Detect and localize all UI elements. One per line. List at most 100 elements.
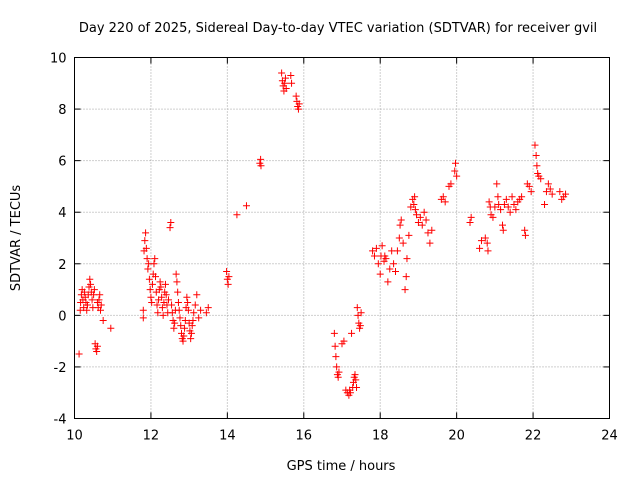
data-point xyxy=(399,239,407,247)
data-point xyxy=(180,332,188,340)
data-point xyxy=(193,291,201,299)
plot-frame xyxy=(74,57,610,419)
data-point xyxy=(384,278,392,286)
data-point xyxy=(144,265,152,273)
data-point xyxy=(183,293,191,301)
data-point xyxy=(170,324,178,332)
data-point xyxy=(508,193,516,201)
data-point xyxy=(142,244,150,252)
data-point xyxy=(167,219,175,227)
data-point xyxy=(187,335,195,343)
data-point xyxy=(93,342,101,350)
data-point xyxy=(532,151,540,159)
data-point xyxy=(556,188,564,196)
data-point xyxy=(96,306,104,314)
data-point xyxy=(202,309,210,317)
data-point xyxy=(86,275,94,283)
data-point xyxy=(139,306,147,314)
data-point xyxy=(331,342,339,350)
data-point xyxy=(99,317,107,325)
data-point xyxy=(422,216,430,224)
data-point xyxy=(418,221,426,229)
data-point xyxy=(181,317,189,325)
data-point xyxy=(451,159,459,167)
data-point xyxy=(292,92,300,100)
data-point xyxy=(546,185,554,193)
data-point xyxy=(466,219,474,227)
data-point xyxy=(223,268,231,276)
data-point xyxy=(348,329,356,337)
x-tick-label: 18 xyxy=(372,429,389,444)
data-point xyxy=(376,270,384,278)
data-point xyxy=(537,175,545,183)
data-point xyxy=(521,231,529,239)
data-point xyxy=(295,100,303,108)
y-tick-label: -2 xyxy=(54,361,67,376)
data-point xyxy=(484,247,492,255)
data-point xyxy=(281,79,289,87)
data-point xyxy=(154,309,162,317)
data-point xyxy=(410,200,418,208)
data-point xyxy=(352,376,360,384)
data-point xyxy=(83,301,91,309)
data-point xyxy=(242,202,250,210)
data-point xyxy=(158,304,166,312)
data-point xyxy=(357,309,365,317)
x-axis-label: GPS time / hours xyxy=(287,459,396,474)
x-tick-label: 16 xyxy=(296,429,313,444)
data-point xyxy=(148,298,156,306)
data-point xyxy=(181,324,189,332)
data-point xyxy=(386,265,394,273)
data-point xyxy=(172,270,180,278)
data-point xyxy=(392,268,399,276)
data-point xyxy=(390,260,398,268)
data-point xyxy=(335,368,343,376)
data-point xyxy=(499,226,507,234)
data-point xyxy=(521,226,529,234)
y-axis-label: SDTVAR / TECUs xyxy=(9,185,24,292)
x-tick-label: 10 xyxy=(66,429,83,444)
data-point xyxy=(378,242,386,250)
data-point xyxy=(139,314,147,322)
data-point xyxy=(162,291,170,299)
data-point xyxy=(233,211,241,219)
data-point xyxy=(504,203,512,211)
data-point xyxy=(451,167,459,175)
data-point xyxy=(382,255,390,263)
data-point xyxy=(97,301,105,309)
y-tick-label: 0 xyxy=(58,309,66,324)
data-point xyxy=(401,286,409,294)
data-point xyxy=(396,221,404,229)
data-point xyxy=(184,306,192,314)
data-point xyxy=(157,283,165,291)
data-point xyxy=(147,293,155,301)
data-point xyxy=(411,193,419,201)
data-point xyxy=(83,306,91,314)
data-point xyxy=(562,190,570,198)
data-point xyxy=(287,72,295,80)
data-point xyxy=(187,329,195,337)
data-point xyxy=(397,216,405,224)
data-point xyxy=(188,322,196,330)
data-point xyxy=(171,319,179,327)
data-point xyxy=(467,213,475,221)
data-point xyxy=(369,247,377,255)
data-point xyxy=(90,286,98,294)
data-point xyxy=(512,206,520,214)
data-point xyxy=(494,193,502,201)
data-point xyxy=(191,301,199,309)
data-point xyxy=(453,172,461,180)
data-point xyxy=(148,280,156,288)
data-point xyxy=(346,389,354,397)
data-point xyxy=(143,255,151,263)
data-point xyxy=(491,203,499,211)
data-point xyxy=(204,304,212,312)
data-point xyxy=(333,363,341,371)
data-point xyxy=(424,229,432,237)
data-point xyxy=(145,275,153,283)
data-point xyxy=(141,237,149,245)
data-point xyxy=(544,180,552,188)
data-point xyxy=(340,337,348,345)
